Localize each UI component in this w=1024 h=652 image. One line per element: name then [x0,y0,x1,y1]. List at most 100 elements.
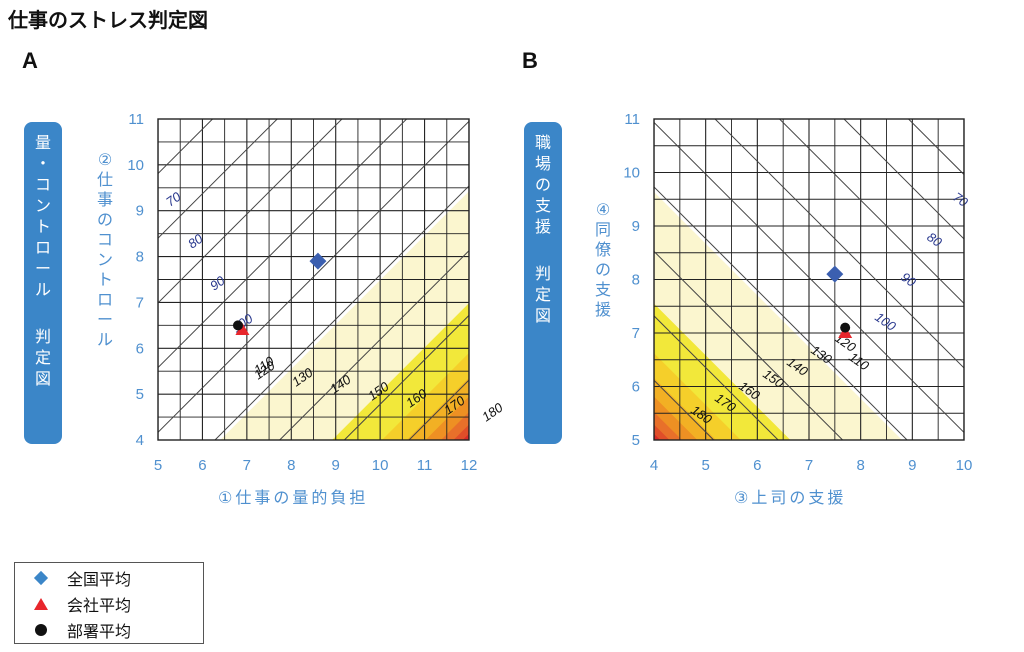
y-tick-label: 6 [632,379,640,396]
contour-line [158,119,343,304]
legend-circle-icon [35,624,47,636]
x-tick-label: 12 [461,457,478,474]
legend-item-company: 会社平均 [15,591,131,617]
vertical-char: ロ [34,238,51,257]
vertical-char: 仕 [96,170,113,189]
panel-a-badge: 量・コントロール判定図 [24,122,62,444]
x-tick-label: 11 [417,457,433,474]
panel-a-letter: A [22,48,38,73]
y-tick-label: 5 [632,432,640,449]
point-department-average [840,322,851,333]
contour-line [344,314,469,440]
vertical-char: ト [34,217,51,236]
x-tick-label: 7 [805,457,813,474]
contour-label: 180 [479,399,506,424]
x-tick-label: 6 [198,457,206,474]
plot-area-B [654,119,964,440]
vertical-char: コ [96,230,113,249]
vertical-char: ト [96,270,113,289]
vertical-char: 同 [594,220,611,239]
y-tick-label: 9 [136,203,144,220]
vertical-char: ー [34,259,51,278]
page-title: 仕事のストレス判定図 [8,8,208,32]
y-tick-label: 6 [136,340,144,357]
vertical-char: ン [34,196,51,215]
panel-b-badge: 職場の支援判定図 [524,122,562,444]
vertical-char: 支 [594,280,611,299]
stress-zone-band [453,424,469,440]
x-tick-label: 6 [753,457,761,474]
y-tick-label: 4 [136,432,144,449]
vertical-char: ル [34,280,51,299]
legend: 全国平均 会社平均 部署平均 [14,562,204,644]
contour-line [654,121,964,434]
contour-line [158,119,278,239]
vertical-char: 図 [34,369,51,388]
vertical-char: の [534,175,551,194]
x-tick-label: 10 [956,457,973,474]
vertical-char: の [96,210,113,229]
vertical-char: 援 [534,217,551,236]
x-tick-label: 10 [372,457,389,474]
contour-line [408,379,469,440]
vertical-char: 事 [96,190,113,209]
plot-frame [157,118,470,441]
y-tick-label: 7 [632,325,640,342]
contour-line [158,120,469,433]
stress-zone-band [462,433,469,440]
vertical-char: ー [96,310,113,329]
plot-frame [653,118,965,441]
stress-zone-band [654,424,670,440]
point-company-average [235,322,250,335]
legend-triangle-icon [34,598,48,610]
x-tick-label: 9 [908,457,916,474]
vertical-char: 援 [594,300,611,319]
contour-line [843,119,964,240]
vertical-char: 判 [534,264,551,283]
vertical-char: ・ [34,154,51,173]
vertical-char: の [594,260,611,279]
vertical-char: 支 [534,196,551,215]
contour-line [714,119,964,369]
legend-item-national: 全国平均 [15,565,131,591]
contour-line [654,250,843,440]
y-tick-label: 11 [128,111,144,128]
y-tick-label: 8 [632,272,640,289]
x-tick-label: 5 [701,457,709,474]
vertical-char: 判 [34,327,51,346]
point-national-average [826,265,844,283]
plot-area-A [158,119,469,440]
stress-zone-band [654,433,661,440]
vertical-char: 場 [534,154,551,173]
contour-line [779,119,964,305]
vertical-char: コ [34,175,51,194]
legend-diamond-icon [33,570,49,586]
y-tick-label: 7 [136,294,144,311]
contour-line [279,249,469,440]
y-tick-label: 9 [632,218,640,235]
contour-line [654,315,779,440]
x-tick-label: 7 [243,457,251,474]
contour-line [654,186,908,440]
panel-a-x-axis-label: ①仕事の量的負担 [218,488,369,507]
y-tick-label: 5 [136,386,144,403]
x-tick-label: 8 [856,457,864,474]
contour-line [908,119,964,176]
legend-label: 全国平均 [67,570,132,589]
contour-line [214,185,469,440]
y-tick-label: 11 [624,111,640,128]
legend-label: 会社平均 [67,596,132,615]
x-tick-label: 4 [650,457,658,474]
vertical-char: 図 [534,306,551,325]
vertical-char: ン [96,250,113,269]
vertical-char: ロ [96,290,113,309]
contour-line [158,119,213,175]
point-national-average [309,252,327,270]
vertical-char: 僚 [594,240,611,259]
point-department-average [232,320,243,331]
panel-b-x-axis-label: ③上司の支援 [734,488,847,507]
x-tick-label: 9 [332,457,340,474]
